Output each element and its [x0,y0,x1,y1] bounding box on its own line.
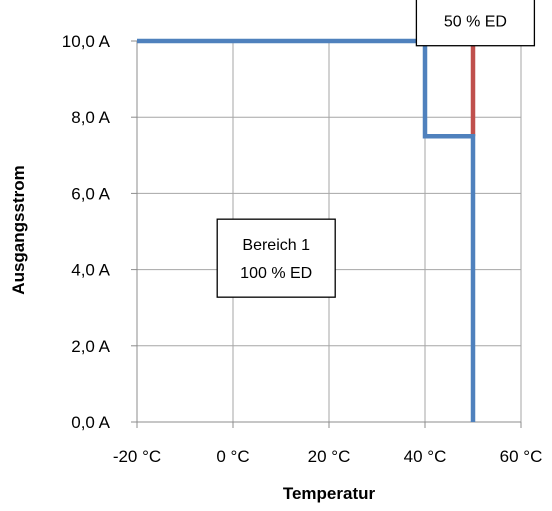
annotation-border [415,0,536,47]
series-line-2 [137,38,476,422]
x-axis-title: Temperatur [283,484,376,503]
annotation-border [216,218,336,298]
annotation-text: Bereich 1 [242,237,310,254]
y-tick-label: 0,0 A [71,413,110,432]
annotation-box-2: Bereich 2 50 % ED [415,0,536,47]
annotation-text: 100 % ED [240,265,312,282]
y-tick-label: 2,0 A [71,337,110,356]
axes [131,40,522,428]
x-tick-label: 40 °C [404,447,447,466]
y-tick-label: 10,0 A [62,32,111,51]
annotations: Bereich 1 100 % ED Bereich 2 50 % ED [216,0,536,298]
annotation-text: 50 % ED [444,14,507,31]
y-axis-title: Ausgangsstrom [9,165,28,294]
x-tick-label: 0 °C [216,447,249,466]
annotation-box-1: Bereich 1 100 % ED [216,218,336,298]
y-tick-label: 4,0 A [71,261,110,280]
y-tick-label: 8,0 A [71,108,110,127]
x-tick-label: 60 °C [500,447,543,466]
tick-labels: -20 °C 0 °C 20 °C 40 °C 60 °C 0,0 A 2,0 A 4,0 A… [62,32,543,466]
annotation-text: Bereich 2 [442,0,510,3]
x-tick-label: -20 °C [113,447,161,466]
x-tick-label: 20 °C [308,447,351,466]
y-tick-label: 6,0 A [71,184,110,203]
